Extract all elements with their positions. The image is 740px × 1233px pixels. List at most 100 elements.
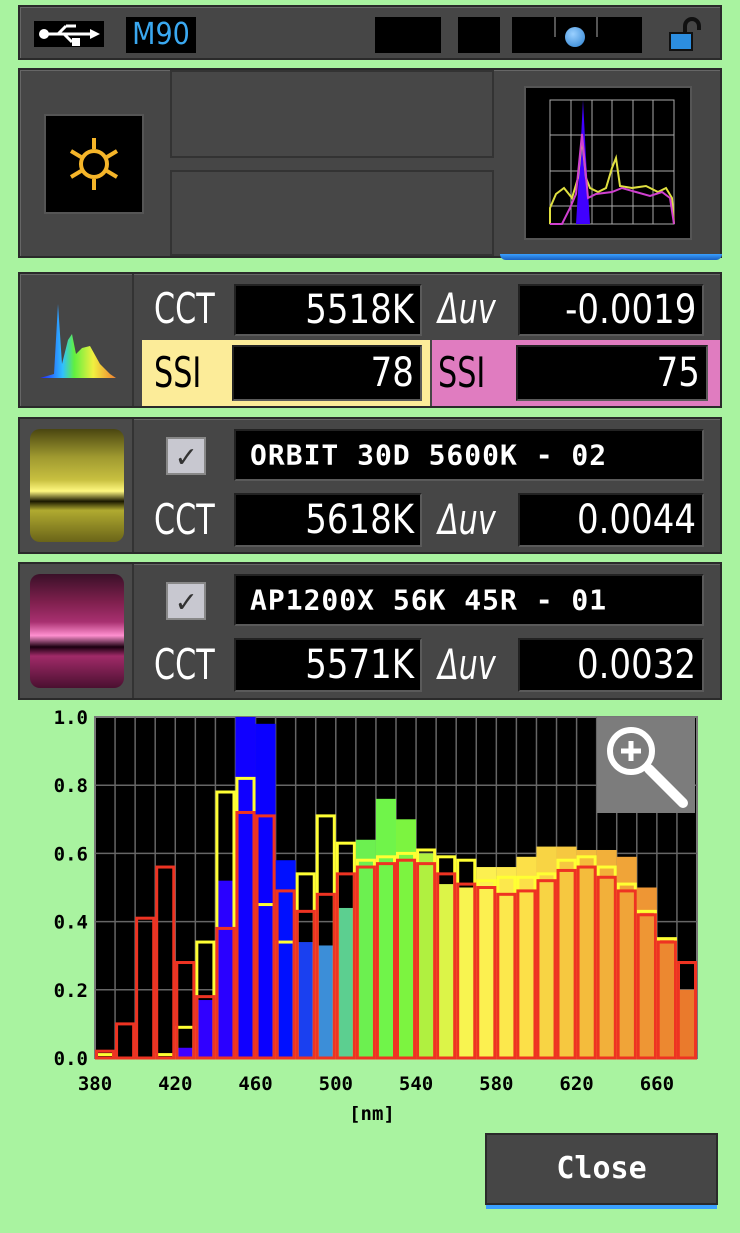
x-tick-label: 380 xyxy=(78,1073,112,1095)
cct-value-field: 5518K xyxy=(234,284,422,336)
usb-icon xyxy=(34,21,104,47)
reference-1-bar xyxy=(576,855,597,1060)
reference-2-bar xyxy=(656,940,677,1060)
spectrum-bar xyxy=(636,887,657,1058)
reference-2-bar xyxy=(175,961,196,1060)
x-axis-label: [nm] xyxy=(349,1103,395,1125)
reference-2-bar xyxy=(375,862,396,1060)
reference-1-bar xyxy=(396,851,417,1060)
reference-1-bar xyxy=(195,940,216,1060)
reference-panel-2: ✓ AP1200X 56K 45R - 01 CCT 5571K Δuv 0.0… xyxy=(18,562,722,700)
spectrum-bar xyxy=(496,867,517,1058)
spectrum-bar xyxy=(396,819,417,1058)
reference-1-bar xyxy=(315,814,336,1060)
reference-2-bar xyxy=(556,868,577,1060)
reference-1-bar xyxy=(155,1053,176,1060)
x-tick-label: 580 xyxy=(479,1073,513,1095)
reference-1-cct: 5618K xyxy=(305,497,414,543)
zoom-button[interactable] xyxy=(597,717,695,813)
reference-2-duv-label: Δuv xyxy=(438,640,496,689)
ssi-a-label: SSI xyxy=(154,348,202,397)
reference-1-bar xyxy=(416,848,437,1060)
close-button[interactable]: Close xyxy=(485,1133,718,1205)
reference-1-bar xyxy=(275,940,296,1060)
reference-2-name-field[interactable]: AP1200X 56K 45R - 01 xyxy=(234,574,704,626)
duv-value-field: -0.0019 xyxy=(518,284,704,336)
reference-2-bar xyxy=(676,961,698,1060)
reference-swatch-magenta[interactable] xyxy=(20,564,134,698)
duv-label: Δuv xyxy=(438,284,496,333)
record-indicator-icon xyxy=(565,27,585,47)
reference-1-bar xyxy=(516,875,537,1060)
reference-1-bar xyxy=(335,841,356,1060)
x-tick-label: 620 xyxy=(559,1073,593,1095)
reference-1-bar xyxy=(596,865,617,1060)
spectrum-bar xyxy=(175,1047,196,1058)
spectrum-bar xyxy=(676,989,697,1058)
y-tick-label: 0.2 xyxy=(54,980,88,1002)
spectrum-bar xyxy=(335,907,356,1058)
reference-1-bar xyxy=(175,1025,196,1060)
spectrum-bar xyxy=(436,884,457,1058)
reference-2-duv: 0.0032 xyxy=(577,642,696,688)
x-tick-label: 460 xyxy=(238,1073,272,1095)
spectrum-bar xyxy=(195,1000,216,1058)
reference-2-bar xyxy=(616,889,637,1060)
y-tick-label: 1.0 xyxy=(54,707,88,729)
spectrum-bar xyxy=(616,856,637,1058)
reference-2-bar xyxy=(396,858,417,1060)
spectrum-bar xyxy=(215,880,236,1058)
reference-1-bar xyxy=(656,937,677,1060)
record-indicator xyxy=(512,17,642,53)
reference-1-cct-field: 5618K xyxy=(234,493,422,547)
spectrum-thumbnail-button[interactable] xyxy=(524,86,692,240)
reference-2-bar xyxy=(255,814,276,1060)
ssi-a-value: 78 xyxy=(370,350,414,396)
reference-2-bar xyxy=(456,882,477,1060)
reference-2-bar xyxy=(315,892,336,1060)
spectrum-bar xyxy=(255,723,276,1058)
spectrum-icon xyxy=(20,274,134,406)
reference-1-bar xyxy=(676,961,698,1060)
status-bar: M90 xyxy=(18,5,722,60)
reference-1-bar xyxy=(536,872,557,1060)
reference-2-bar xyxy=(295,909,316,1060)
reference-2-cct-label: CCT xyxy=(154,640,215,689)
measuring-mode-button[interactable] xyxy=(44,114,144,214)
reference-2-name: AP1200X 56K 45R - 01 xyxy=(250,583,608,617)
reference-1-name: ORBIT 30D 5600K - 02 xyxy=(250,438,608,472)
reference-2-duv-field: 0.0032 xyxy=(518,638,704,692)
zoom-in-icon xyxy=(607,727,688,808)
reference-1-bar xyxy=(556,858,577,1060)
x-tick-label: 500 xyxy=(319,1073,353,1095)
spectrum-bar xyxy=(576,849,597,1058)
reference-panel-1: ✓ ORBIT 30D 5600K - 02 CCT 5618K Δuv 0.0… xyxy=(18,417,722,554)
reference-1-bar xyxy=(295,872,316,1060)
reference-2-cct-field: 5571K xyxy=(234,638,422,692)
reference-1-name-field[interactable]: ORBIT 30D 5600K - 02 xyxy=(234,429,704,481)
ssi-a-box: SSI 78 xyxy=(142,340,430,406)
reference-1-bar xyxy=(215,790,236,1060)
reference-swatch-yellow[interactable] xyxy=(20,419,134,552)
y-tick-label: 0.8 xyxy=(54,775,88,797)
reference-2-bar xyxy=(576,865,597,1060)
lock-open-icon[interactable] xyxy=(667,17,703,53)
reference-1-duv-field: 0.0044 xyxy=(518,493,704,547)
reference-2-bar xyxy=(476,886,497,1060)
reference-1-bar xyxy=(355,858,376,1060)
reference-2-bar xyxy=(596,875,617,1060)
ambient-light-sun-icon xyxy=(69,138,119,190)
status-slot-2 xyxy=(458,17,500,53)
reference-1-bar xyxy=(496,875,517,1060)
x-tick-label: 540 xyxy=(399,1073,433,1095)
cct-label: CCT xyxy=(154,284,215,333)
y-tick-label: 0.6 xyxy=(54,843,88,865)
reference-2-bar xyxy=(636,913,657,1060)
reference-1-duv: 0.0044 xyxy=(577,497,696,543)
spectrum-bar xyxy=(456,887,477,1058)
reference-2-checkbox[interactable]: ✓ xyxy=(166,582,206,620)
reference-1-checkbox[interactable]: ✓ xyxy=(166,437,206,475)
spectrum-bar xyxy=(476,867,497,1058)
reference-1-bar xyxy=(456,858,477,1060)
reference-2-bar xyxy=(235,810,256,1060)
